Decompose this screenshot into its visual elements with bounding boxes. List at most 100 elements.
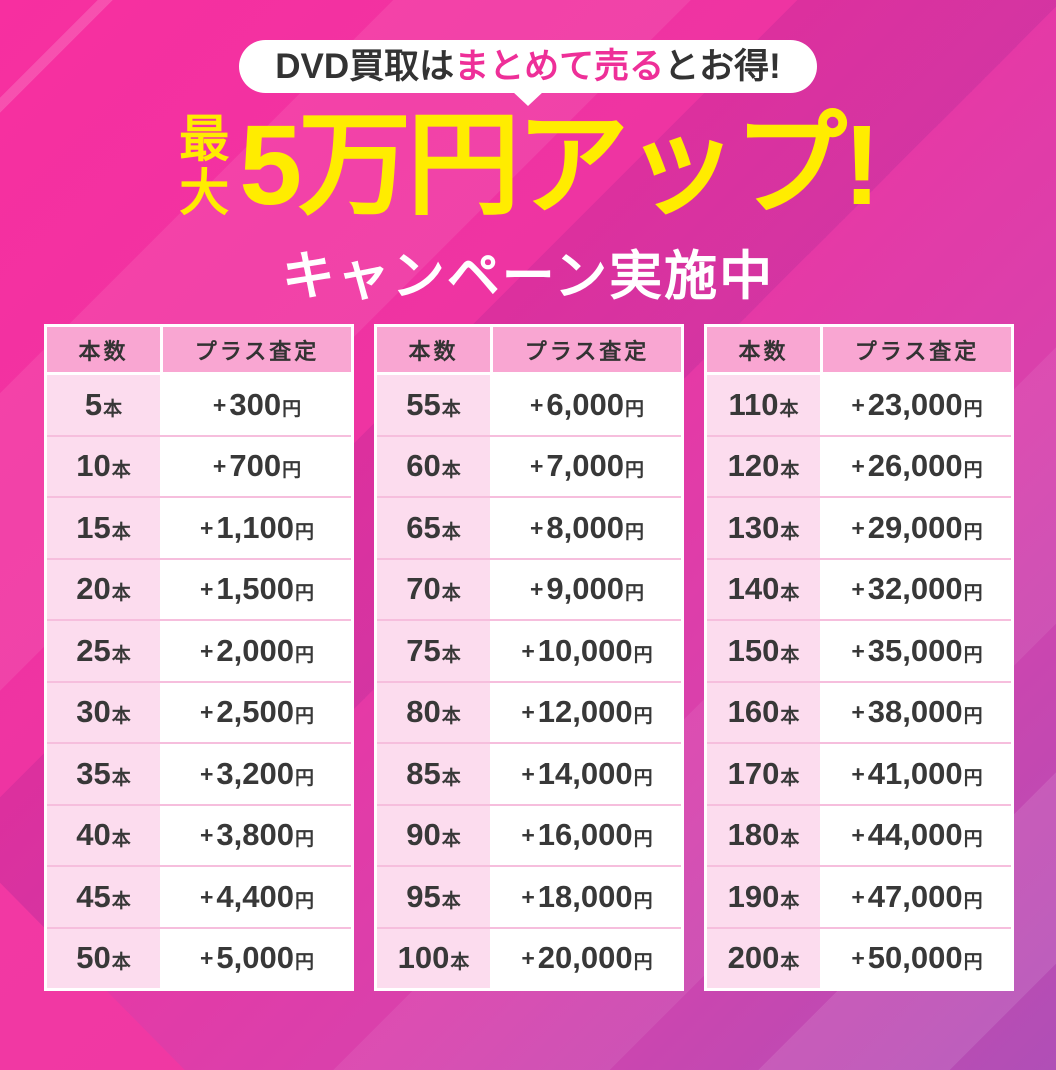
plus-sign: + <box>851 760 865 787</box>
headline: 最 大 5万円アップ! <box>0 103 1056 228</box>
count-value: 140 <box>727 571 780 607</box>
count-value: 95 <box>406 878 441 914</box>
amount-value: 1,100 <box>216 509 294 545</box>
value-cell: +8,000円 <box>493 498 681 558</box>
yen-unit: 円 <box>963 644 983 666</box>
value-cell: +1,100円 <box>163 498 351 558</box>
yen-unit: 円 <box>963 829 983 851</box>
count-unit: 本 <box>111 583 131 605</box>
value-cell: +10,000円 <box>493 621 681 681</box>
plus-sign: + <box>199 883 214 910</box>
table-header-row: 本数 プラス査定 <box>707 327 1011 375</box>
table-row: 95本 +18,000円 <box>377 865 681 927</box>
yen-unit: 円 <box>963 398 983 420</box>
value-cell: +14,000円 <box>493 744 681 804</box>
table-row: 50本 +5,000円 <box>47 926 351 988</box>
amount-value: 18,000 <box>537 878 633 914</box>
yen-unit: 円 <box>963 890 983 912</box>
count-cell: 150本 <box>707 621 823 681</box>
header-count: 本数 <box>47 327 163 372</box>
count-cell: 70本 <box>377 559 493 619</box>
plus-sign: + <box>851 453 865 480</box>
count-unit: 本 <box>441 706 461 728</box>
amount-value: 20,000 <box>537 940 633 976</box>
table-row: 120本 +26,000円 <box>707 434 1011 496</box>
value-cell: +7,000円 <box>493 436 681 496</box>
amount-value: 38,000 <box>867 694 963 730</box>
plus-sign: + <box>851 391 865 418</box>
count-unit: 本 <box>441 521 461 543</box>
value-cell: +26,000円 <box>823 436 1011 496</box>
header-count: 本数 <box>377 327 493 372</box>
table-row: 80本 +12,000円 <box>377 680 681 742</box>
count-unit: 本 <box>103 398 123 420</box>
count-unit: 本 <box>450 952 470 974</box>
amount-value: 7,000 <box>546 448 624 484</box>
table-row: 15本 +1,100円 <box>47 496 351 558</box>
badge-text-prefix: DVD買取は <box>275 47 455 86</box>
value-cell: +20,000円 <box>493 928 681 988</box>
table-row: 55本 +6,000円 <box>377 375 681 435</box>
yen-unit: 円 <box>295 706 315 728</box>
count-cell: 180本 <box>707 805 823 865</box>
value-cell: +1,500円 <box>163 559 351 619</box>
plus-sign: + <box>521 822 535 849</box>
value-cell: +23,000円 <box>823 375 1011 435</box>
count-cell: 45本 <box>47 867 163 927</box>
amount-value: 4,400 <box>216 878 294 914</box>
count-value: 5 <box>84 386 103 422</box>
count-cell: 75本 <box>377 621 493 681</box>
headline-main-text: 5万円アップ! <box>239 102 880 228</box>
value-cell: +9,000円 <box>493 559 681 619</box>
count-value: 70 <box>406 571 441 607</box>
count-value: 130 <box>727 509 780 545</box>
count-cell: 10本 <box>47 436 163 496</box>
table-row: 100本 +20,000円 <box>377 926 681 988</box>
count-cell: 55本 <box>377 375 493 435</box>
value-cell: +5,000円 <box>163 928 351 988</box>
yen-unit: 円 <box>295 583 315 605</box>
amount-value: 47,000 <box>867 878 963 914</box>
yen-unit: 円 <box>633 706 653 728</box>
header-value: プラス査定 <box>493 327 681 372</box>
table-row: 85本 +14,000円 <box>377 742 681 804</box>
count-unit: 本 <box>441 767 461 789</box>
count-cell: 60本 <box>377 436 493 496</box>
count-cell: 30本 <box>47 682 163 742</box>
plus-sign: + <box>521 760 535 787</box>
count-unit: 本 <box>780 890 800 912</box>
count-value: 100 <box>397 940 450 976</box>
plus-sign: + <box>851 514 865 541</box>
count-value: 30 <box>76 694 111 730</box>
yen-unit: 円 <box>282 398 302 420</box>
table-row: 40本 +3,800円 <box>47 803 351 865</box>
value-cell: +41,000円 <box>823 744 1011 804</box>
value-cell: +16,000円 <box>493 805 681 865</box>
count-value: 45 <box>76 878 111 914</box>
amount-value: 35,000 <box>867 632 963 668</box>
count-value: 65 <box>406 509 441 545</box>
count-unit: 本 <box>111 829 131 851</box>
headline-max-char-bottom: 大 <box>179 165 230 221</box>
count-unit: 本 <box>111 521 131 543</box>
count-unit: 本 <box>111 767 131 789</box>
table-row: 65本 +8,000円 <box>377 496 681 558</box>
count-value: 170 <box>727 755 780 791</box>
table-header-row: 本数 プラス査定 <box>377 327 681 375</box>
count-cell: 140本 <box>707 559 823 619</box>
yen-unit: 円 <box>633 767 653 789</box>
table-row: 110本 +23,000円 <box>707 375 1011 435</box>
count-value: 190 <box>727 878 780 914</box>
value-cell: +12,000円 <box>493 682 681 742</box>
count-unit: 本 <box>780 583 800 605</box>
plus-sign: + <box>199 576 214 603</box>
plus-sign: + <box>851 699 865 726</box>
count-value: 85 <box>406 755 441 791</box>
count-value: 15 <box>76 509 111 545</box>
count-cell: 160本 <box>707 682 823 742</box>
plus-sign: + <box>851 945 865 972</box>
table-body: 55本 +6,000円 60本 +7,000円 65本 +8,000円 70本 +9,0… <box>377 375 681 988</box>
yen-unit: 円 <box>963 706 983 728</box>
yen-unit: 円 <box>963 583 983 605</box>
yen-unit: 円 <box>295 521 315 543</box>
